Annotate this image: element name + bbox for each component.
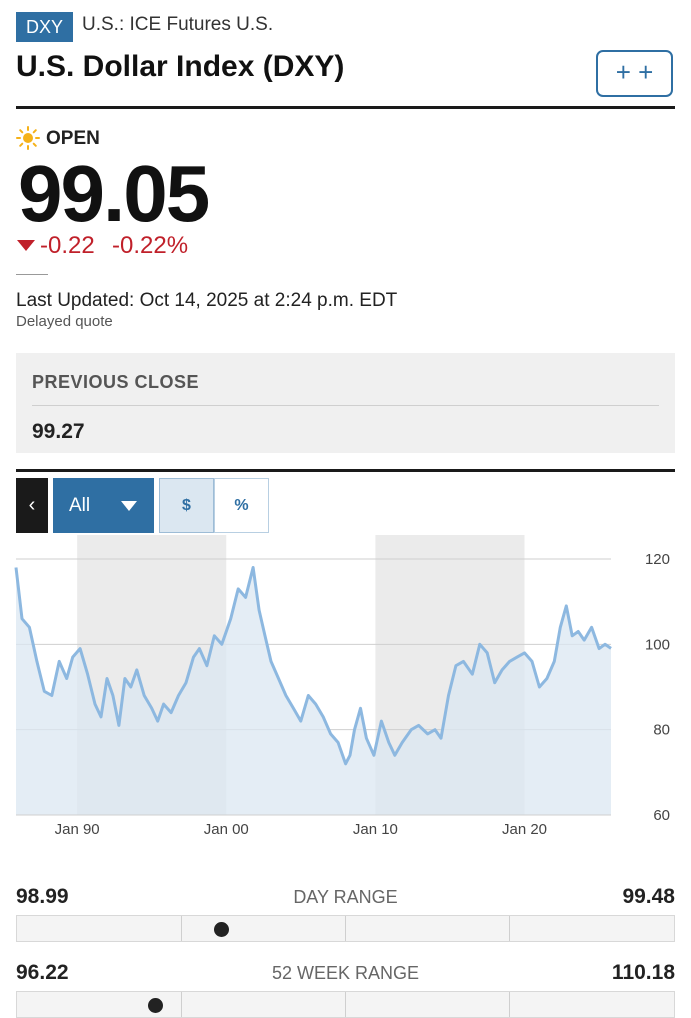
day-range-low: 98.99 — [16, 885, 69, 908]
delayed-note: Delayed quote — [16, 313, 113, 330]
x-tick-label: Jan 90 — [55, 821, 100, 838]
previous-close-label: PREVIOUS CLOSE — [32, 372, 200, 392]
y-tick-label: 100 — [645, 636, 670, 653]
chart-divider — [16, 469, 675, 472]
day-range-marker — [213, 922, 229, 937]
time-range-dropdown[interactable]: All — [53, 478, 154, 533]
current-price: 99.05 — [18, 149, 210, 238]
week52-range-marker — [147, 998, 163, 1013]
previous-close-value: 99.27 — [32, 420, 85, 443]
week52-range-label: 52 WEEK RANGE — [271, 963, 420, 983]
dollar-scale-button[interactable]: $ — [159, 478, 214, 533]
add-to-watchlist-button[interactable]: + + — [596, 50, 673, 97]
week52-range-high: 110.18 — [611, 961, 675, 984]
series-area — [16, 567, 611, 815]
page-title: U.S. Dollar Index (DXY) — [16, 50, 345, 83]
exchange-label: U.S.: ICE Futures U.S. — [82, 14, 274, 35]
last-updated: Last Updated: Oct 14, 2025 at 2:24 p.m. … — [16, 290, 398, 311]
percent-scale-button[interactable]: % — [214, 478, 269, 533]
sun-icon — [16, 126, 40, 150]
day-range-high: 99.48 — [622, 885, 675, 908]
header-divider — [16, 106, 675, 109]
x-tick-label: Jan 10 — [353, 821, 398, 838]
price-change: -0.22 — [40, 232, 95, 259]
previous-close-panel — [16, 353, 675, 453]
chevron-left-icon[interactable]: ‹ — [16, 478, 48, 533]
day-range-bar — [16, 915, 675, 942]
series-line — [14, 566, 612, 766]
x-tick-label: Jan 20 — [502, 821, 547, 838]
y-tick-label: 80 — [653, 722, 670, 739]
price-chart-svg: 120 100 80 60 Jan 90 Jan 00 Jan 10 Jan 20 — [14, 535, 670, 838]
chevron-down-icon — [121, 501, 137, 511]
divider — [16, 274, 48, 275]
y-tick-label: 60 — [653, 807, 670, 824]
x-tick-label: Jan 00 — [204, 821, 249, 838]
y-tick-label: 120 — [645, 551, 670, 568]
time-range-label: All — [69, 495, 91, 516]
market-status: OPEN — [46, 128, 100, 149]
week52-range-low: 96.22 — [16, 961, 69, 984]
price-change-percent: -0.22% — [112, 232, 189, 259]
price-chart[interactable]: 120 100 80 60 Jan 90 Jan 00 Jan 10 Jan 20 — [0, 535, 691, 845]
ticker-badge: DXY — [16, 12, 73, 42]
divider — [32, 405, 659, 406]
down-arrow-icon — [17, 240, 35, 251]
week52-range-bar — [16, 991, 675, 1018]
day-range-label: DAY RANGE — [293, 887, 398, 907]
